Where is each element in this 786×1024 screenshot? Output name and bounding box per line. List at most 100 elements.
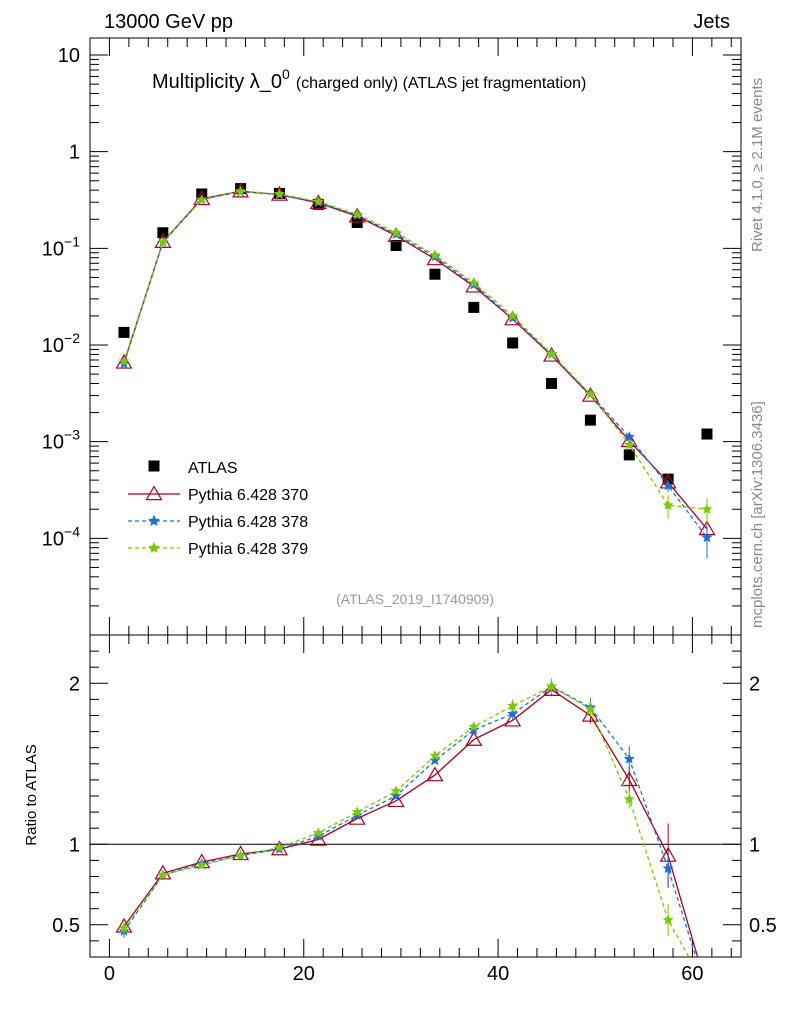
legend-item: Pythia 6.428 370 bbox=[128, 485, 308, 504]
ratio-y-tick-label-right: 2 bbox=[749, 673, 760, 695]
data-point bbox=[468, 301, 480, 313]
data-point bbox=[348, 207, 366, 223]
legend: ATLAS Pythia 6.428 370 Pythia 6.428 378 Pyt… bbox=[128, 460, 308, 558]
ratio-y-tick-label: 2 bbox=[69, 673, 80, 695]
ratio-point bbox=[581, 706, 599, 722]
ratio-point bbox=[309, 830, 327, 846]
data-point bbox=[468, 277, 480, 288]
y-tick-label: 10−2 bbox=[42, 330, 80, 357]
ratio-line bbox=[123, 685, 690, 957]
data-point bbox=[309, 194, 327, 210]
y-tick-exponent: −3 bbox=[64, 427, 80, 443]
series-line bbox=[123, 191, 708, 538]
data-point bbox=[465, 277, 483, 293]
ratio-y-tick-label: 1 bbox=[69, 834, 80, 856]
data-point bbox=[701, 531, 713, 543]
data-point bbox=[623, 449, 635, 461]
y-tick-base: 10 bbox=[42, 335, 64, 357]
ratio-point bbox=[235, 849, 247, 861]
ratio-point bbox=[390, 790, 402, 801]
legend-item: ATLAS bbox=[148, 460, 238, 477]
ratio-point bbox=[546, 680, 558, 692]
ratio-y-tick-label-right: 1 bbox=[749, 834, 760, 856]
legend-label: Pythia 6.428 379 bbox=[188, 541, 308, 558]
data-point bbox=[429, 249, 441, 260]
ratio-y-tick-label-right: 0.5 bbox=[749, 915, 777, 937]
legend-label: Pythia 6.428 378 bbox=[188, 514, 308, 531]
legend-marker bbox=[145, 485, 163, 501]
ratio-clipped bbox=[115, 678, 699, 957]
data-point bbox=[623, 438, 635, 450]
header-left: 13000 GeV pp bbox=[104, 11, 233, 33]
ratio-point bbox=[507, 708, 519, 719]
data-point bbox=[157, 227, 169, 239]
legend-marker bbox=[148, 460, 160, 472]
ratio-point bbox=[232, 845, 250, 861]
data-point bbox=[542, 346, 561, 362]
legend-item: Pythia 6.428 379 bbox=[128, 541, 308, 558]
ratio-point bbox=[429, 754, 441, 766]
y-tick-base: 10 bbox=[42, 432, 64, 454]
ratio-point bbox=[507, 700, 519, 711]
legend-item: Pythia 6.428 378 bbox=[128, 514, 308, 531]
y-tick-exponent: −4 bbox=[64, 523, 80, 539]
ratio-series-1 bbox=[118, 680, 697, 957]
ratio-y-tick-label: 0.5 bbox=[52, 915, 80, 937]
legend-label: ATLAS bbox=[188, 460, 238, 477]
ratio-point bbox=[196, 859, 208, 870]
data-point bbox=[390, 226, 402, 238]
data-point bbox=[115, 353, 133, 369]
ratio-series-0 bbox=[115, 681, 699, 957]
ratio-point bbox=[623, 753, 635, 764]
ratio-point bbox=[312, 827, 324, 838]
data-point bbox=[507, 310, 519, 321]
legend-label: Pythia 6.428 370 bbox=[188, 487, 308, 504]
series-line bbox=[123, 190, 708, 510]
y-tick-base: 10 bbox=[42, 528, 64, 550]
data-point bbox=[196, 194, 208, 205]
data-point bbox=[387, 227, 405, 242]
data-point bbox=[235, 185, 247, 196]
legend-marker bbox=[148, 541, 160, 554]
ratio-y-ticks: 0.5 0.5 1 1 2 2 bbox=[52, 650, 777, 942]
ratio-point bbox=[662, 914, 674, 925]
y-tick-exponent: −1 bbox=[64, 233, 80, 249]
y-tick-label: 10−4 bbox=[42, 523, 80, 550]
x-tick-label: 60 bbox=[681, 963, 703, 985]
data-point bbox=[701, 428, 713, 440]
x-tick-label: 40 bbox=[487, 963, 509, 985]
mcplots-label: mcplots.cern.ch [arXiv:1306.3436] bbox=[749, 401, 766, 628]
x-tick-label: 0 bbox=[104, 963, 115, 985]
ratio-panel: 0.5 0.5 1 1 2 2 0 20 40 60 Ratio to ATLAS bbox=[23, 634, 777, 985]
series-line bbox=[123, 190, 708, 530]
data-point bbox=[312, 195, 324, 207]
y-tick-label: 10−3 bbox=[42, 427, 80, 454]
main-series-group bbox=[115, 182, 716, 559]
data-point bbox=[662, 499, 674, 510]
title-main: Multiplicity λ_0 bbox=[152, 71, 282, 93]
y-tick-label: 10−1 bbox=[42, 233, 80, 260]
data-point bbox=[584, 414, 596, 426]
ratio-point bbox=[312, 830, 324, 841]
main-title: Multiplicity λ_00 (charged only) (ATLAS j… bbox=[152, 66, 586, 93]
data-point bbox=[429, 268, 441, 280]
ratio-x-ticks: 0 20 40 60 bbox=[104, 635, 732, 985]
analysis-label: (ATLAS_2019_I1740909) bbox=[336, 591, 494, 607]
data-point bbox=[118, 326, 130, 338]
ratio-point bbox=[623, 793, 635, 804]
ratio-point bbox=[273, 841, 285, 853]
header-right: Jets bbox=[693, 11, 730, 33]
main-x-ticks bbox=[108, 38, 732, 635]
ratio-point bbox=[468, 721, 480, 732]
ratio-point bbox=[154, 864, 172, 880]
rivet-label: Rivet 4.1.0, ≥ 2.1M events bbox=[749, 78, 766, 252]
ratio-point bbox=[504, 711, 522, 727]
legend-marker bbox=[148, 514, 160, 527]
title-suffix: (charged only) (ATLAS jet fragmentation) bbox=[296, 75, 587, 92]
y-tick-base: 10 bbox=[42, 238, 64, 260]
ratio-line bbox=[123, 685, 697, 957]
y-tick-label: 10 bbox=[58, 45, 80, 67]
ratio-point bbox=[584, 703, 596, 714]
